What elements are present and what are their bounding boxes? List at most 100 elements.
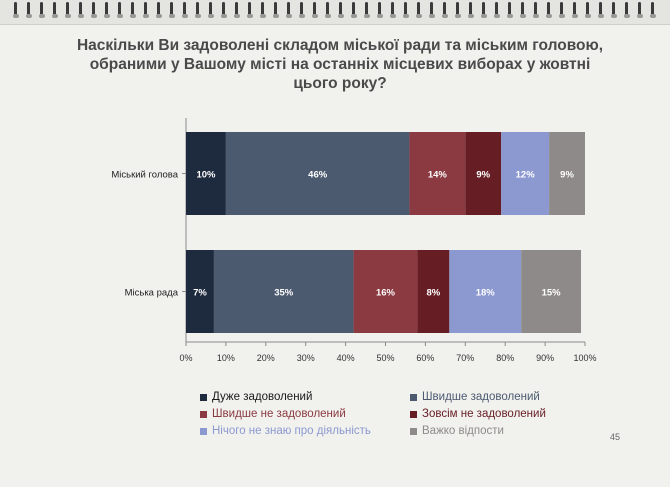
binding-ring [495, 2, 498, 18]
binding-ring [313, 2, 316, 18]
binding-ring [196, 2, 199, 18]
binding-ring [79, 2, 82, 18]
binding-ring [326, 2, 329, 18]
binding-hole [351, 14, 357, 18]
binding-hole [507, 14, 513, 18]
data-label: 7% [193, 288, 207, 299]
legend-swatch [410, 410, 417, 418]
chart-title: Наскільки Ви задоволені складом міської … [76, 37, 604, 92]
binding-ring [27, 2, 30, 18]
binding-hole [91, 14, 97, 18]
binding-ring [365, 2, 368, 18]
binding-hole [390, 14, 396, 18]
binding-ring [248, 2, 251, 18]
bar-segment [417, 250, 450, 333]
binding-hole [325, 14, 331, 18]
binding-ring [144, 2, 147, 18]
binding-ring [40, 2, 43, 18]
binding-ring [430, 2, 433, 18]
data-label: 14% [428, 170, 448, 181]
binding-ring [261, 2, 264, 18]
binding-hole [78, 14, 84, 18]
binding-ring [14, 2, 17, 18]
binding-ring [235, 2, 238, 18]
binding-ring [521, 2, 524, 18]
binding-hole [611, 14, 617, 18]
binding-ring [300, 2, 303, 18]
binding-ring [222, 2, 225, 18]
data-label: 10% [196, 170, 216, 181]
legend-swatch [410, 393, 417, 401]
binding-hole [598, 14, 604, 18]
binding-ring [469, 2, 472, 18]
binding-ring [92, 2, 95, 18]
binding-ring [560, 2, 563, 18]
binding-ring [482, 2, 485, 18]
binding-ring [118, 2, 121, 18]
binding-hole [130, 14, 136, 18]
binding-hole [26, 14, 32, 18]
binding-hole [377, 14, 383, 18]
binding-ring [612, 2, 615, 18]
data-label: 15% [542, 288, 562, 299]
data-label: 18% [476, 288, 496, 299]
binding-ring [651, 2, 654, 18]
binding-hole [624, 14, 630, 18]
x-tick-label: 30% [297, 353, 315, 363]
legend-item: Важко відпости [410, 423, 620, 439]
legend-swatch [200, 427, 207, 435]
chart-legend: Дуже задоволений Швидше задоволений Швидше… [200, 389, 620, 439]
binding-ring [404, 2, 407, 18]
bar-segment [449, 250, 522, 333]
legend-swatch [200, 410, 207, 418]
legend-item: Швидше задоволений [410, 389, 620, 405]
binding-ring [456, 2, 459, 18]
binding-hole [104, 14, 110, 18]
binding-ring [157, 2, 160, 18]
binding-hole [273, 14, 279, 18]
x-tick-label: 80% [496, 353, 514, 363]
binding-hole [299, 14, 305, 18]
binding-hole [546, 14, 552, 18]
binding-ring [287, 2, 290, 18]
binding-hole [572, 14, 578, 18]
binding-hole [338, 14, 344, 18]
binding-hole [143, 14, 149, 18]
binding-hole [585, 14, 591, 18]
binding-ring [339, 2, 342, 18]
legend-item: Швидше не задоволений [200, 406, 410, 422]
data-label: 8% [427, 288, 441, 299]
x-tick-label: 50% [376, 353, 394, 363]
binding-ring [53, 2, 56, 18]
binding-hole [533, 14, 539, 18]
legend-item: Нічого не знаю про діяльність [200, 423, 410, 439]
binding-ring [573, 2, 576, 18]
bar-segment [465, 132, 502, 215]
bar-segment [213, 250, 354, 333]
data-label: 35% [274, 288, 294, 299]
binding-ring [586, 2, 589, 18]
x-tick-label: 0% [179, 353, 192, 363]
x-tick-label: 70% [456, 353, 474, 363]
binding-hole [481, 14, 487, 18]
binding-hole [364, 14, 370, 18]
binding-hole [260, 14, 266, 18]
binding-hole [39, 14, 45, 18]
binding-hole [429, 14, 435, 18]
binding-hole [312, 14, 318, 18]
binding-ring [417, 2, 420, 18]
binding-hole [52, 14, 58, 18]
bar-segment [501, 132, 550, 215]
legend-label: Дуже задоволений [212, 391, 313, 403]
binding-hole [117, 14, 123, 18]
legend-label: Швидше задоволений [422, 391, 540, 403]
category-label: Міська рада [125, 288, 179, 299]
legend-item: Дуже задоволений [200, 389, 410, 405]
binding-ring [391, 2, 394, 18]
bar-segment [186, 132, 226, 215]
binding-hole [13, 14, 19, 18]
data-label: 16% [376, 288, 396, 299]
x-tick-label: 60% [416, 353, 434, 363]
binding-ring [170, 2, 173, 18]
